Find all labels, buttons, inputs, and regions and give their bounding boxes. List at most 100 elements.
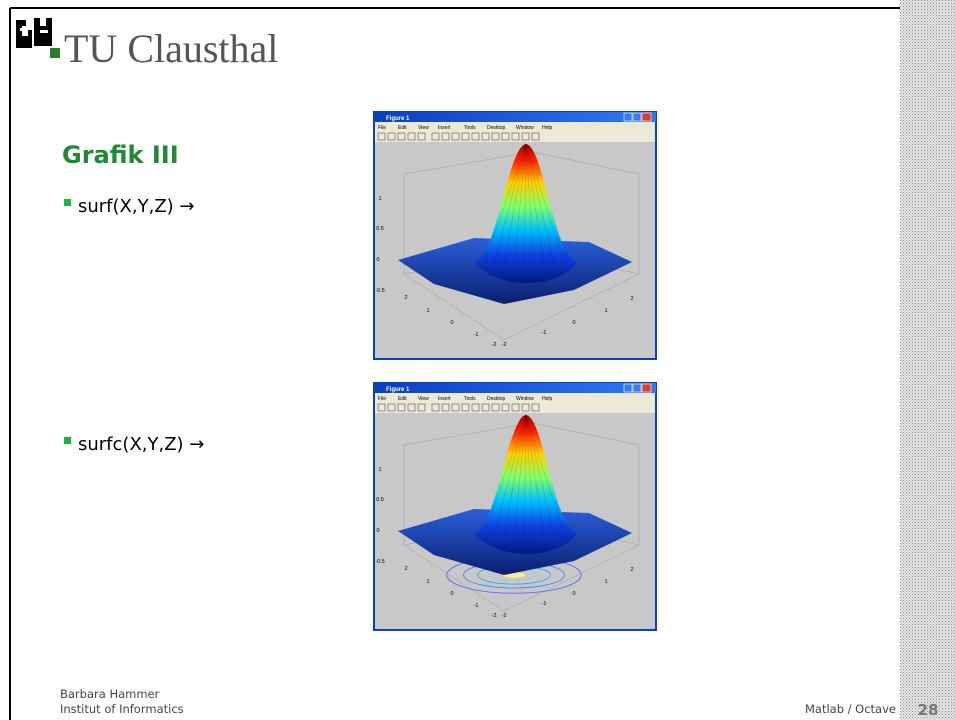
menu-bar (375, 393, 655, 402)
mesh-line (493, 143, 527, 265)
toolbar-icon (481, 132, 490, 141)
toolbar-icon (397, 132, 406, 141)
axis-tick-label: 0 (376, 528, 379, 534)
toolbar-icon (441, 403, 450, 412)
toolbar-icon (377, 132, 386, 141)
axis-tick-label: 2 (404, 295, 407, 301)
side-strip (900, 0, 955, 720)
toolbar-icon (387, 403, 396, 412)
footer-topic: Matlab / Octave (805, 702, 896, 716)
mesh-line (523, 143, 527, 268)
axis-tick-label: 2 (630, 296, 633, 302)
axis-tick-label: -0.5 (375, 288, 384, 294)
menu-item: Desktop (487, 125, 506, 131)
mesh-line (525, 143, 535, 267)
window-title: Figure 1 (386, 116, 410, 122)
axis-tick-label: -2 (492, 613, 497, 619)
surface-peak (474, 415, 578, 554)
axis-tick-label: -1 (542, 601, 547, 607)
toolbar-icon (461, 403, 470, 412)
menu-item: Window (516, 125, 534, 131)
mesh-line (523, 414, 527, 539)
menu-item: Tools (464, 125, 476, 131)
menu-item: Edit (398, 125, 407, 131)
window-button (623, 112, 633, 122)
window-title: Figure 1 (386, 387, 410, 393)
toolbar (375, 402, 655, 413)
mesh-line (525, 414, 535, 538)
axis-tick-label: 0 (450, 591, 453, 597)
axis-tick-label: 2 (630, 567, 633, 573)
toolbar-icon (531, 403, 540, 412)
bullet-text: surfc(X,Y,Z) → (78, 434, 204, 455)
toolbar-icon (521, 403, 530, 412)
axis-tick-label: 1 (604, 308, 607, 314)
window-button (632, 112, 642, 122)
menu-item: Insert (438, 396, 451, 402)
toolbar (375, 131, 655, 142)
mesh-line (525, 414, 545, 537)
toolbar-icon (431, 403, 440, 412)
toolbar-icon (387, 132, 396, 141)
menu-item: View (418, 396, 429, 402)
axis-tick-label: 0 (376, 257, 379, 263)
logo (14, 14, 60, 58)
title-bar (374, 383, 656, 393)
header-title: TU Clausthal (64, 26, 278, 71)
axes-front-floor (403, 273, 640, 341)
axis-tick-label: 2 (404, 566, 407, 572)
mesh-line (525, 143, 545, 266)
window-button (623, 383, 633, 393)
toolbar-icon (501, 403, 510, 412)
axis-tick-label: 1 (378, 196, 381, 202)
axis-tick-label: -0.5 (375, 559, 384, 565)
menu-item: File (378, 396, 386, 402)
axis-tick-label: -2 (492, 342, 497, 348)
axis-tick-label: -2 (502, 613, 507, 619)
toolbar-icon (491, 403, 500, 412)
toolbar-icon (441, 132, 450, 141)
axis-tick-label: 0 (572, 320, 575, 326)
toolbar-icon (461, 132, 470, 141)
toolbar-icon (521, 132, 530, 141)
toolbar-icon (531, 132, 540, 141)
menu-item: Window (516, 396, 534, 402)
mesh-line (513, 143, 527, 267)
toolbar-icon (417, 403, 426, 412)
axis-tick-label: -1 (474, 332, 479, 338)
bullet (64, 437, 71, 444)
axis-tick-label: 1 (426, 308, 429, 314)
toolbar-icon (471, 403, 480, 412)
axis-tick-label: 0.5 (376, 497, 384, 503)
toolbar-icon (451, 132, 460, 141)
mesh-line (525, 143, 565, 264)
axis-tick-label: 0.5 (376, 226, 384, 232)
mesh-line (503, 414, 527, 537)
axis-tick-label: 1 (378, 467, 381, 473)
menu-item: Desktop (487, 396, 506, 402)
mesh-line (513, 414, 527, 538)
toolbar-icon (377, 403, 386, 412)
mesh-line (493, 414, 527, 536)
bullet-text: surf(X,Y,Z) → (78, 196, 194, 217)
mesh-line (525, 414, 565, 535)
footer-institute: Institut of Informatics (60, 702, 184, 716)
toolbar-icon (511, 403, 520, 412)
axes-front-floor (403, 544, 640, 612)
title-bar (374, 112, 656, 122)
axis-tick-label: -1 (474, 603, 479, 609)
toolbar-icon (431, 132, 440, 141)
surface-peak (474, 144, 578, 283)
mesh-line (483, 143, 527, 264)
axis-tick-label: 0 (450, 320, 453, 326)
axis-tick-label: 0 (572, 591, 575, 597)
mesh-line (525, 414, 555, 536)
page-number: 28 (918, 701, 939, 719)
axis-tick-label: -2 (502, 342, 507, 348)
menu-item: Help (542, 396, 553, 402)
window-button (632, 383, 642, 393)
